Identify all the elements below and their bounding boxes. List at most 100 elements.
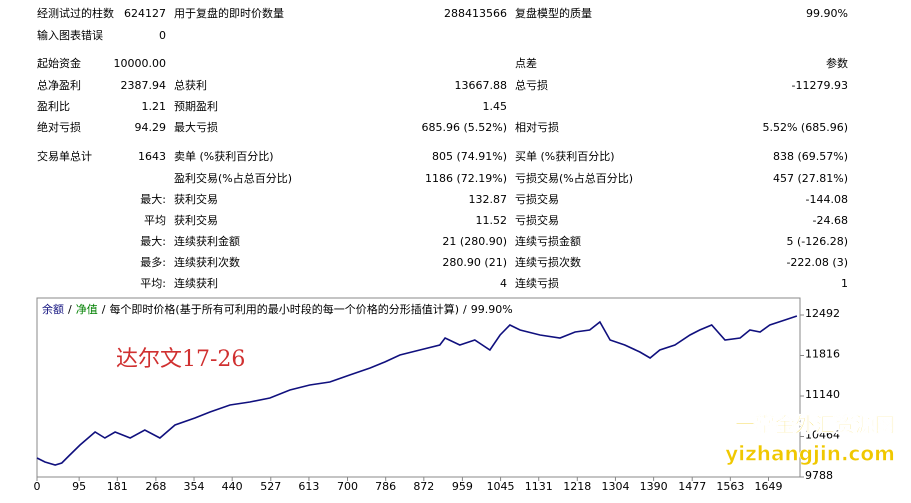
- report-cell: 总亏损: [515, 79, 548, 92]
- x-tick-label: 1218: [563, 480, 591, 493]
- report-cell: 用于复盘的即时价数量: [174, 7, 284, 20]
- report-cell: 连续获利次数: [174, 256, 240, 269]
- report-cell: 5.52% (685.96): [762, 121, 848, 134]
- x-tick-label: 959: [452, 480, 473, 493]
- x-tick-label: 0: [34, 480, 41, 493]
- x-tick-label: 613: [298, 480, 319, 493]
- x-tick-label: 181: [107, 480, 128, 493]
- report-cell: -24.68: [812, 214, 848, 227]
- report-cell: 交易单总计: [37, 150, 92, 163]
- report-cell: 连续获利: [174, 277, 218, 290]
- report-cell: 输入图表错误: [37, 29, 103, 42]
- report-cell: 连续亏损金额: [515, 235, 581, 248]
- report-cell: 805 (74.91%): [431, 150, 507, 163]
- report-cell: 点差: [515, 57, 537, 70]
- report-cell: 280.90 (21): [442, 256, 507, 269]
- annotation: 达尔文17-26: [116, 347, 245, 372]
- y-tick-label: 10464: [805, 429, 840, 442]
- legend-equity: 净值: [76, 302, 98, 316]
- report-cell: 相对亏损: [515, 121, 559, 134]
- report-cell: 624127: [124, 7, 166, 20]
- report-cell: 卖单 (%获利百分比): [174, 150, 274, 163]
- report-cell: 亏损交易: [515, 214, 559, 227]
- report-cell: 复盘模型的质量: [515, 7, 592, 20]
- x-tick-label: 1563: [716, 480, 744, 493]
- report-cell: 0: [159, 29, 166, 42]
- report-cell: 11.52: [475, 214, 508, 227]
- report-cell: 连续亏损: [515, 277, 559, 290]
- legend-separator: /: [463, 303, 467, 316]
- report-cell: 经测试过的柱数: [37, 7, 114, 20]
- report-cell: 最大:: [140, 193, 166, 206]
- y-tick-label: 12492: [805, 307, 840, 320]
- report-cell: 盈利交易(%占总百分比): [174, 172, 293, 185]
- report-cell: 获利交易: [174, 193, 218, 206]
- report-cell: 亏损交易(%占总百分比): [515, 172, 634, 185]
- report-cell: 盈利比: [37, 100, 70, 113]
- x-tick-label: 1649: [755, 480, 783, 493]
- report-cell: 起始资金: [37, 57, 81, 70]
- report-cell: 平均:: [140, 277, 166, 290]
- report-cell: 288413566: [444, 7, 507, 20]
- report-cell: 平均: [144, 214, 166, 227]
- y-tick-label: 11140: [805, 388, 840, 401]
- report-cell: 总获利: [174, 79, 207, 92]
- report-cell: 1.21: [141, 100, 167, 113]
- x-tick-label: 700: [337, 480, 358, 493]
- balance-line: [36, 315, 798, 466]
- x-tick-label: 527: [260, 480, 281, 493]
- report-cell: 4: [500, 277, 507, 290]
- x-tick-label: 440: [222, 480, 243, 493]
- watermark-url: yizhangjin.com: [725, 442, 895, 466]
- x-tick-label: 268: [145, 480, 166, 493]
- legend-balance: 余额: [42, 302, 64, 316]
- report-cell: 连续亏损次数: [515, 256, 581, 269]
- report-cell: 最大亏损: [174, 121, 218, 134]
- report-cell: 1186 (72.19%): [424, 172, 507, 185]
- watermark-title: 一掌金外汇资源网: [735, 413, 895, 437]
- y-tick-label: 11816: [805, 348, 840, 361]
- report-cell: 685.96 (5.52%): [421, 121, 507, 134]
- report-cell: 预期盈利: [174, 100, 218, 113]
- report-cell: 1.45: [482, 100, 508, 113]
- x-tick-label: 354: [184, 480, 205, 493]
- report-cell: 2387.94: [120, 79, 167, 92]
- x-tick-label: 1304: [601, 480, 629, 493]
- report-cell: -222.08 (3): [786, 256, 848, 269]
- report-cell: 13667.88: [454, 79, 508, 92]
- report-cell: 838 (69.57%): [772, 150, 848, 163]
- plot-frame: [36, 297, 801, 478]
- x-tick-label: 95: [72, 480, 86, 493]
- x-tick-label: 786: [375, 480, 396, 493]
- x-tick-label: 1131: [525, 480, 553, 493]
- report-cell: 1: [841, 277, 848, 290]
- legend-separator: /: [68, 303, 72, 316]
- report-cell: 10000.00: [113, 57, 167, 70]
- x-tick-label: 1390: [640, 480, 668, 493]
- x-tick-label: 1477: [678, 480, 706, 493]
- report-cell: 绝对亏损: [37, 121, 81, 134]
- y-tick-label: 9788: [805, 469, 833, 482]
- report-cell: 连续获利金额: [174, 235, 240, 248]
- report-cell: 457 (27.81%): [772, 172, 848, 185]
- report-cell: 总净盈利: [37, 79, 81, 92]
- report-cell: 买单 (%获利百分比): [515, 150, 615, 163]
- legend-model: 每个即时价格(基于所有可利用的最小时段的每一个价格的分形插值计算): [109, 302, 459, 316]
- report-cell: 21 (280.90): [442, 235, 507, 248]
- report-cell: 最大:: [140, 235, 166, 248]
- report-cell: 132.87: [468, 193, 508, 206]
- report-cell: 最多:: [140, 256, 166, 269]
- x-tick-label: 872: [413, 480, 434, 493]
- report-cell: 获利交易: [174, 214, 218, 227]
- report-cell: 参数: [826, 57, 848, 70]
- x-tick-label: 1045: [487, 480, 515, 493]
- report-cell: 99.90%: [806, 7, 848, 20]
- legend: 余额 / 净值 / 每个即时价格(基于所有可利用的最小时段的每一个价格的分形插值计算) /…: [42, 302, 513, 316]
- report-cell: 亏损交易: [515, 193, 559, 206]
- report-cell: 5 (-126.28): [786, 235, 848, 248]
- report-cell: 94.29: [134, 121, 167, 134]
- report-cell: -11279.93: [791, 79, 848, 92]
- legend-quality: 99.90%: [471, 303, 513, 316]
